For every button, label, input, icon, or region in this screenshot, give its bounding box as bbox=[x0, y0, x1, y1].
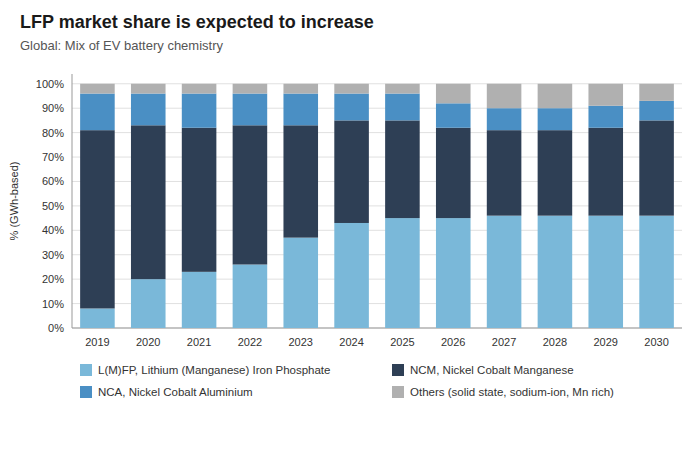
bar bbox=[131, 125, 166, 279]
legend-swatch bbox=[80, 386, 92, 398]
legend: L(M)FP, Lithium (Manganese) Iron Phospha… bbox=[80, 364, 614, 398]
bar bbox=[588, 216, 623, 328]
x-axis: 2019 2020 2021 2022 2023 2024 2025 2026 2027 2028… bbox=[85, 336, 669, 348]
bar bbox=[639, 84, 674, 101]
bar bbox=[233, 94, 268, 126]
bar bbox=[639, 216, 674, 328]
y-tick-label: 100% bbox=[36, 78, 64, 90]
x-tick-label: 2019 bbox=[85, 336, 109, 348]
bar bbox=[436, 103, 471, 127]
y-tick-label: 60% bbox=[42, 175, 64, 187]
bar bbox=[233, 125, 268, 264]
x-tick-label: 2026 bbox=[441, 336, 465, 348]
bar bbox=[538, 216, 573, 328]
bar bbox=[588, 128, 623, 216]
y-tick-label: 0% bbox=[48, 322, 64, 334]
bar bbox=[334, 223, 369, 328]
bar bbox=[487, 84, 522, 108]
bar bbox=[182, 128, 217, 272]
bar bbox=[80, 84, 115, 94]
y-tick-label: 20% bbox=[42, 273, 64, 285]
bar bbox=[588, 106, 623, 128]
bar bbox=[233, 84, 268, 94]
bar bbox=[334, 94, 369, 121]
bar bbox=[639, 120, 674, 215]
x-tick-label: 2025 bbox=[390, 336, 414, 348]
bar bbox=[436, 218, 471, 328]
bar bbox=[283, 94, 318, 126]
bar bbox=[80, 130, 115, 308]
bar bbox=[334, 120, 369, 223]
bar bbox=[131, 84, 166, 94]
x-tick-label: 2024 bbox=[339, 336, 363, 348]
x-tick-label: 2028 bbox=[543, 336, 567, 348]
bar bbox=[283, 125, 318, 237]
legend-swatch bbox=[392, 386, 404, 398]
y-tick-label: 90% bbox=[42, 102, 64, 114]
bar bbox=[487, 130, 522, 215]
chart: LFP market share is expected to increase… bbox=[0, 0, 700, 450]
bar bbox=[80, 94, 115, 131]
y-tick-label: 10% bbox=[42, 298, 64, 310]
legend-swatch bbox=[80, 364, 92, 376]
x-tick-label: 2030 bbox=[644, 336, 668, 348]
bar bbox=[233, 265, 268, 329]
bar bbox=[487, 216, 522, 328]
title: LFP market share is expected to increase bbox=[20, 12, 374, 32]
x-tick-label: 2027 bbox=[492, 336, 516, 348]
bar bbox=[588, 84, 623, 106]
y-axis: 0% 10% 20% 30% 40% 50% 60% 70% 80% 90% 100% bbox=[36, 74, 682, 334]
x-tick-label: 2029 bbox=[594, 336, 618, 348]
legend-label: NCA, Nickel Cobalt Aluminium bbox=[98, 386, 253, 398]
y-axis-line bbox=[72, 74, 73, 328]
bar bbox=[538, 84, 573, 108]
bar bbox=[436, 128, 471, 218]
bar bbox=[80, 308, 115, 328]
bar bbox=[131, 279, 166, 328]
bar bbox=[385, 94, 420, 121]
bar bbox=[385, 84, 420, 94]
grid bbox=[72, 84, 682, 328]
bar bbox=[334, 84, 369, 94]
x-tick-label: 2023 bbox=[289, 336, 313, 348]
bar bbox=[385, 120, 420, 218]
bar bbox=[487, 108, 522, 130]
bar bbox=[436, 84, 471, 104]
bar bbox=[283, 84, 318, 94]
bar bbox=[385, 218, 420, 328]
bar bbox=[131, 94, 166, 126]
y-tick-label: 30% bbox=[42, 249, 64, 261]
y-axis-label: % (GWh-based) bbox=[8, 162, 20, 241]
x-tick-label: 2020 bbox=[136, 336, 160, 348]
bar bbox=[639, 101, 674, 121]
x-tick-label: 2021 bbox=[187, 336, 211, 348]
bar bbox=[283, 238, 318, 328]
y-tick-label: 80% bbox=[42, 127, 64, 139]
subtitle: Global: Mix of EV battery chemistry bbox=[20, 38, 224, 53]
y-tick-label: 70% bbox=[42, 151, 64, 163]
legend-label: NCM, Nickel Cobalt Manganese bbox=[410, 364, 574, 376]
bars bbox=[80, 84, 674, 328]
legend-label: Others (solid state, sodium-ion, Mn rich… bbox=[410, 386, 614, 398]
legend-swatch bbox=[392, 364, 404, 376]
legend-label: L(M)FP, Lithium (Manganese) Iron Phospha… bbox=[98, 364, 330, 376]
y-tick-label: 40% bbox=[42, 224, 64, 236]
y-tick-label: 50% bbox=[42, 200, 64, 212]
bar bbox=[182, 94, 217, 128]
bar bbox=[182, 84, 217, 94]
x-tick-label: 2022 bbox=[238, 336, 262, 348]
bar bbox=[182, 272, 217, 328]
bar bbox=[538, 130, 573, 215]
bar bbox=[538, 108, 573, 130]
